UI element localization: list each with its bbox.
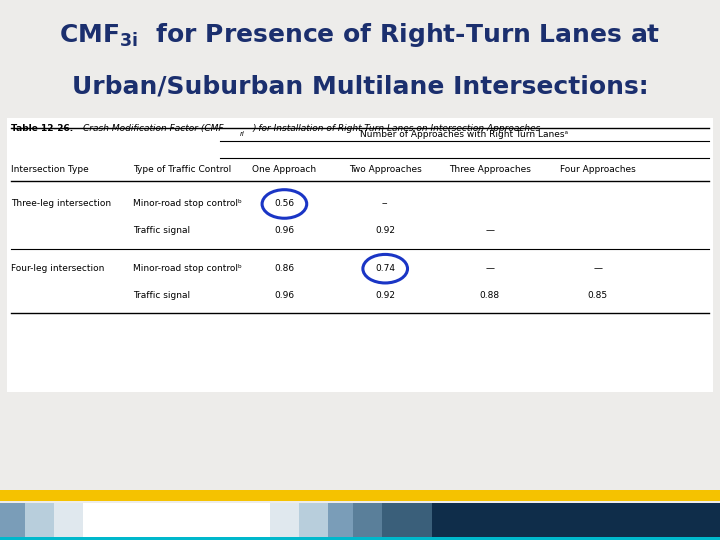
FancyBboxPatch shape <box>270 503 299 537</box>
FancyBboxPatch shape <box>328 503 353 537</box>
Text: Number of Approaches with Right Turn Lanesᵃ: Number of Approaches with Right Turn Lan… <box>360 130 569 139</box>
Text: Minor-road stop controlᵇ: Minor-road stop controlᵇ <box>133 264 242 273</box>
FancyBboxPatch shape <box>353 503 382 537</box>
Text: --: -- <box>382 199 389 208</box>
Text: 0.86: 0.86 <box>274 264 294 273</box>
FancyBboxPatch shape <box>25 503 54 537</box>
Text: 0.92: 0.92 <box>375 226 395 235</box>
Text: Crash Modification Factor (CMF: Crash Modification Factor (CMF <box>83 124 223 133</box>
Text: 0.96: 0.96 <box>274 226 294 235</box>
Text: —: — <box>485 226 494 235</box>
Text: One Approach: One Approach <box>252 165 317 174</box>
Text: Type of Traffic Control: Type of Traffic Control <box>133 165 231 174</box>
FancyBboxPatch shape <box>133 503 220 537</box>
Text: Traffic signal: Traffic signal <box>133 291 190 300</box>
FancyBboxPatch shape <box>220 503 270 537</box>
FancyBboxPatch shape <box>0 503 25 537</box>
FancyBboxPatch shape <box>7 118 713 393</box>
Text: Three-leg intersection: Three-leg intersection <box>11 199 111 208</box>
FancyBboxPatch shape <box>0 490 720 501</box>
Text: Four-leg intersection: Four-leg intersection <box>11 264 104 273</box>
Text: 0.88: 0.88 <box>480 291 500 300</box>
Text: ) for Installation of Right-Turn Lanes on Intersection Approaches: ) for Installation of Right-Turn Lanes o… <box>253 124 541 133</box>
Text: —: — <box>485 264 494 273</box>
FancyBboxPatch shape <box>432 503 540 537</box>
Text: 0.74: 0.74 <box>375 264 395 273</box>
FancyBboxPatch shape <box>540 503 720 537</box>
Text: Three Approaches: Three Approaches <box>449 165 531 174</box>
Text: 0.92: 0.92 <box>375 291 395 300</box>
Text: 0.96: 0.96 <box>274 291 294 300</box>
Text: Urban/Suburban Multilane Intersections:: Urban/Suburban Multilane Intersections: <box>72 75 648 98</box>
FancyBboxPatch shape <box>54 503 83 537</box>
Text: Minor-road stop controlᵇ: Minor-road stop controlᵇ <box>133 199 242 208</box>
FancyBboxPatch shape <box>0 537 720 540</box>
Text: ri: ri <box>240 131 245 137</box>
Text: —: — <box>593 264 602 273</box>
Text: $\mathbf{CMF_{3i}}$  for Presence of Right-Turn Lanes at: $\mathbf{CMF_{3i}}$ for Presence of Righ… <box>59 22 661 50</box>
Text: Traffic signal: Traffic signal <box>133 226 190 235</box>
Text: 0.56: 0.56 <box>274 199 294 208</box>
Text: Intersection Type: Intersection Type <box>11 165 89 174</box>
Text: Four Approaches: Four Approaches <box>559 165 636 174</box>
FancyBboxPatch shape <box>382 503 432 537</box>
FancyBboxPatch shape <box>299 503 328 537</box>
Text: Two Approaches: Two Approaches <box>348 165 422 174</box>
Text: Table 12-26.: Table 12-26. <box>11 124 73 133</box>
FancyBboxPatch shape <box>83 503 133 537</box>
Text: 0.85: 0.85 <box>588 291 608 300</box>
